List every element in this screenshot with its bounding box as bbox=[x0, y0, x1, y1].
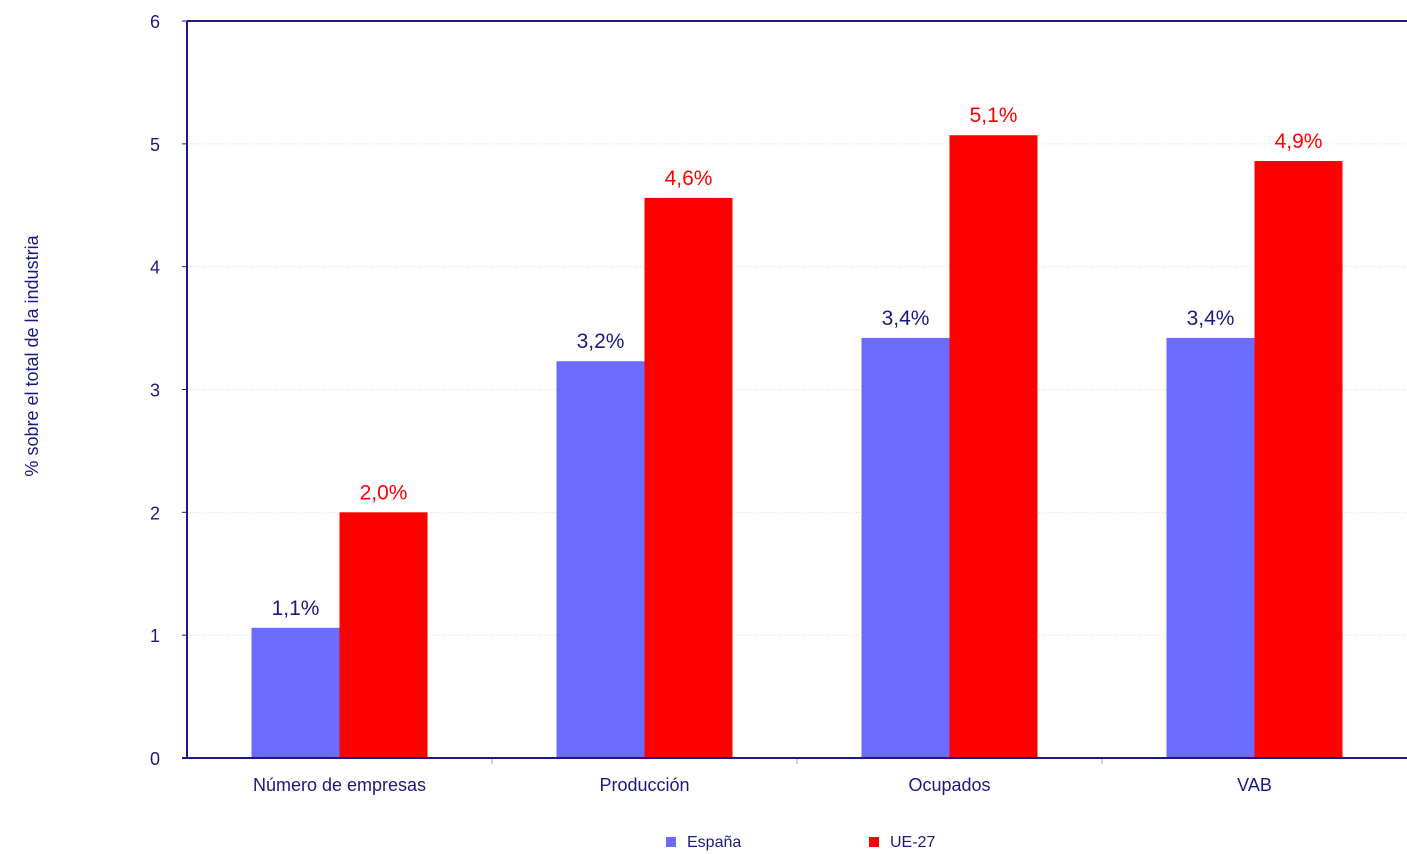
data-label: 4,6% bbox=[665, 167, 713, 190]
bars bbox=[251, 135, 1343, 759]
x-category-label: Ocupados bbox=[908, 775, 990, 795]
bar-espa-a bbox=[556, 361, 645, 758]
bar-ue-27 bbox=[1254, 161, 1343, 758]
axes bbox=[182, 20, 1407, 764]
y-tick-label: 0 bbox=[150, 749, 160, 769]
legend-swatch bbox=[869, 837, 879, 847]
data-label: 3,2% bbox=[577, 330, 625, 353]
data-label: 5,1% bbox=[970, 104, 1018, 127]
legend-swatch bbox=[666, 837, 676, 847]
y-tick-label: 3 bbox=[150, 381, 160, 401]
grid-lines bbox=[187, 143, 1407, 636]
y-tick-label: 2 bbox=[150, 503, 160, 523]
y-tick-labels: 0 1 2 3 4 5 6 bbox=[150, 12, 160, 769]
y-tick-label: 1 bbox=[150, 626, 160, 646]
legend-label: UE-27 bbox=[890, 834, 935, 851]
bar-ue-27 bbox=[339, 512, 428, 758]
x-category-label: Número de empresas bbox=[253, 775, 426, 795]
bar-espa-a bbox=[251, 627, 340, 758]
data-label: 3,4% bbox=[882, 307, 930, 330]
bar-ue-27 bbox=[949, 135, 1038, 759]
bar-espa-a bbox=[1166, 337, 1255, 758]
bar-ue-27 bbox=[644, 197, 733, 758]
legend-label: España bbox=[687, 834, 741, 851]
x-category-labels: Número de empresas Producción Ocupados VAB bbox=[253, 775, 1272, 795]
data-label: 3,4% bbox=[1187, 307, 1235, 330]
data-label: 2,0% bbox=[360, 481, 408, 504]
data-labels: 1,1% 2,0% 3,2% 4,6% 3,4% 5,1% 3,4% 4,9% bbox=[272, 104, 1323, 620]
x-category-label: VAB bbox=[1237, 775, 1272, 795]
data-label: 4,9% bbox=[1275, 130, 1323, 153]
bar-espa-a bbox=[861, 337, 950, 758]
y-axis-title: % sobre el total de la industria bbox=[22, 234, 42, 476]
legend: España UE-27 bbox=[666, 834, 935, 851]
y-tick-label: 4 bbox=[150, 258, 160, 278]
x-category-label: Producción bbox=[599, 775, 689, 795]
y-tick-label: 5 bbox=[150, 135, 160, 155]
data-label: 1,1% bbox=[272, 597, 320, 620]
y-tick-label: 6 bbox=[150, 12, 160, 32]
